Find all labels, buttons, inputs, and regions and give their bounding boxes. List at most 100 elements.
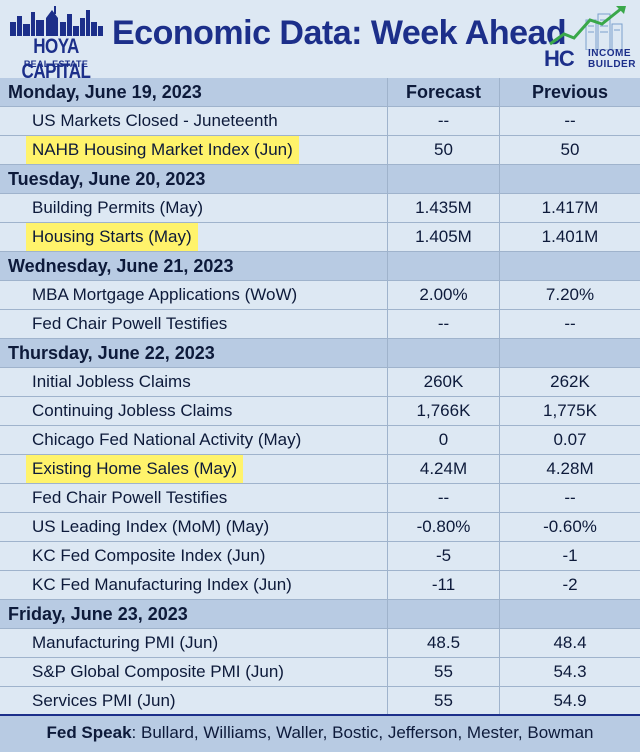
logo-left-sub: REAL ESTATE: [23, 59, 89, 69]
highlighted-event-label: Housing Starts (May): [26, 223, 198, 251]
skyline-icon: [10, 6, 103, 36]
forecast-value: 1,766K: [388, 397, 500, 425]
previous-value: 48.4: [553, 633, 587, 652]
previous-header: [500, 339, 640, 367]
forecast-header: [388, 252, 500, 280]
event-label: Fed Chair Powell Testifies: [32, 488, 228, 507]
event-row: Initial Jobless Claims 260K 262K: [0, 368, 640, 397]
event-cell: Existing Home Sales (May): [0, 455, 388, 483]
event-cell: KC Fed Composite Index (Jun): [0, 542, 388, 570]
event-label: Fed Chair Powell Testifies: [32, 314, 228, 333]
logo-right-line2: BUILDER: [588, 59, 636, 70]
event-label: Initial Jobless Claims: [32, 372, 191, 391]
event-label: KC Fed Composite Index (Jun): [32, 546, 266, 565]
forecast-value: 55: [388, 687, 500, 715]
day-label-cell: Wednesday, June 21, 2023: [0, 252, 388, 280]
forecast-header: [388, 165, 500, 193]
previous-value: 1.417M: [541, 198, 599, 217]
event-row: KC Fed Manufacturing Index (Jun) -11 -2: [0, 571, 640, 600]
forecast-header: Forecast: [388, 78, 500, 106]
previous-value: 54.3: [553, 662, 587, 681]
forecast-value: -11: [388, 571, 500, 599]
day-label-cell: Tuesday, June 20, 2023: [0, 165, 388, 193]
forecast-value: 1.435M: [388, 194, 500, 222]
event-cell: Fed Chair Powell Testifies: [0, 484, 388, 512]
forecast-value: --: [388, 484, 500, 512]
event-row: US Markets Closed - Juneteenth -- --: [0, 107, 640, 136]
previous-header: [500, 252, 640, 280]
logo-left-name: HOYA CAPITAL: [21, 34, 91, 83]
forecast-value: 2.00%: [388, 281, 500, 309]
hoya-capital-logo: HOYA CAPITAL REAL ESTATE: [6, 4, 106, 83]
event-cell: Housing Starts (May): [0, 223, 388, 251]
event-cell: Chicago Fed National Activity (May): [0, 426, 388, 454]
event-label: KC Fed Manufacturing Index (Jun): [32, 575, 292, 594]
event-row: Fed Chair Powell Testifies -- --: [0, 484, 640, 513]
highlighted-event-label: NAHB Housing Market Index (Jun): [26, 136, 299, 164]
event-cell: US Leading Index (MoM) (May): [0, 513, 388, 541]
previous-header: Previous: [531, 82, 609, 102]
event-row: KC Fed Composite Index (Jun) -5 -1: [0, 542, 640, 571]
day-label-cell: Friday, June 23, 2023: [0, 600, 388, 628]
event-cell: MBA Mortgage Applications (WoW): [0, 281, 388, 309]
forecast-value: --: [388, 310, 500, 338]
forecast-value: 55: [388, 658, 500, 686]
previous-value: 262K: [550, 372, 590, 391]
event-cell: Manufacturing PMI (Jun): [0, 629, 388, 657]
event-row: Housing Starts (May) 1.405M 1.401M: [0, 223, 640, 252]
event-cell: KC Fed Manufacturing Index (Jun): [0, 571, 388, 599]
logo-right-letters: HC: [544, 46, 575, 71]
event-row: Manufacturing PMI (Jun) 48.5 48.4: [0, 629, 640, 658]
previous-value: -1: [562, 546, 578, 565]
fed-speak-footer: Fed Speak: Bullard, Williams, Waller, Bo…: [0, 714, 640, 752]
event-cell: S&P Global Composite PMI (Jun): [0, 658, 388, 686]
building-chart-icon: [549, 6, 626, 50]
event-row: Existing Home Sales (May) 4.24M 4.28M: [0, 455, 640, 484]
event-row: MBA Mortgage Applications (WoW) 2.00% 7.20…: [0, 281, 640, 310]
day-header-row: Thursday, June 22, 2023: [0, 339, 640, 368]
forecast-value: 4.24M: [388, 455, 500, 483]
day-header-row: Wednesday, June 21, 2023: [0, 252, 640, 281]
event-row: Continuing Jobless Claims 1,766K 1,775K: [0, 397, 640, 426]
logo-right-line1: INCOME: [588, 48, 631, 59]
fed-speak-label: Fed Speak: [46, 723, 132, 742]
previous-value: 1,775K: [543, 401, 597, 420]
event-label: S&P Global Composite PMI (Jun): [32, 662, 284, 681]
calendar-table: Monday, June 19, 2023 Forecast Previous US …: [0, 78, 640, 716]
previous-value: --: [564, 488, 576, 507]
event-row: Services PMI (Jun) 55 54.9: [0, 687, 640, 716]
hc-income-builder-logo: HC INCOME BUILDER: [540, 4, 636, 76]
forecast-header: [388, 339, 500, 367]
forecast-value: 50: [388, 136, 500, 164]
event-label: Manufacturing PMI (Jun): [32, 633, 219, 652]
event-cell: Fed Chair Powell Testifies: [0, 310, 388, 338]
forecast-value: 48.5: [388, 629, 500, 657]
page-title: Economic Data: Week Ahead: [112, 14, 567, 52]
event-label: Continuing Jobless Claims: [32, 401, 233, 420]
previous-value: 7.20%: [545, 285, 595, 304]
event-label: MBA Mortgage Applications (WoW): [32, 285, 298, 304]
event-row: Building Permits (May) 1.435M 1.417M: [0, 194, 640, 223]
forecast-value: --: [388, 107, 500, 135]
event-row: NAHB Housing Market Index (Jun) 50 50: [0, 136, 640, 165]
day-header-row: Friday, June 23, 2023: [0, 600, 640, 629]
event-cell: NAHB Housing Market Index (Jun): [0, 136, 388, 164]
event-label: Services PMI (Jun): [32, 691, 176, 710]
previous-value: 54.9: [553, 691, 587, 710]
previous-value: 1.401M: [541, 227, 599, 246]
event-cell: Building Permits (May): [0, 194, 388, 222]
event-label: US Leading Index (MoM) (May): [32, 517, 270, 536]
header: HOYA CAPITAL REAL ESTATE Economic Data: …: [0, 0, 640, 83]
event-row: S&P Global Composite PMI (Jun) 55 54.3: [0, 658, 640, 687]
event-label: Chicago Fed National Activity (May): [32, 430, 302, 449]
previous-value: 4.28M: [546, 459, 594, 478]
forecast-value: 260K: [388, 368, 500, 396]
previous-value: -0.60%: [543, 517, 597, 536]
forecast-value: -5: [388, 542, 500, 570]
event-cell: Continuing Jobless Claims: [0, 397, 388, 425]
event-row: Fed Chair Powell Testifies -- --: [0, 310, 640, 339]
fed-speak-names: : Bullard, Williams, Waller, Bostic, Jef…: [131, 723, 594, 742]
day-label-cell: Monday, June 19, 2023: [0, 78, 388, 106]
forecast-header: [388, 600, 500, 628]
